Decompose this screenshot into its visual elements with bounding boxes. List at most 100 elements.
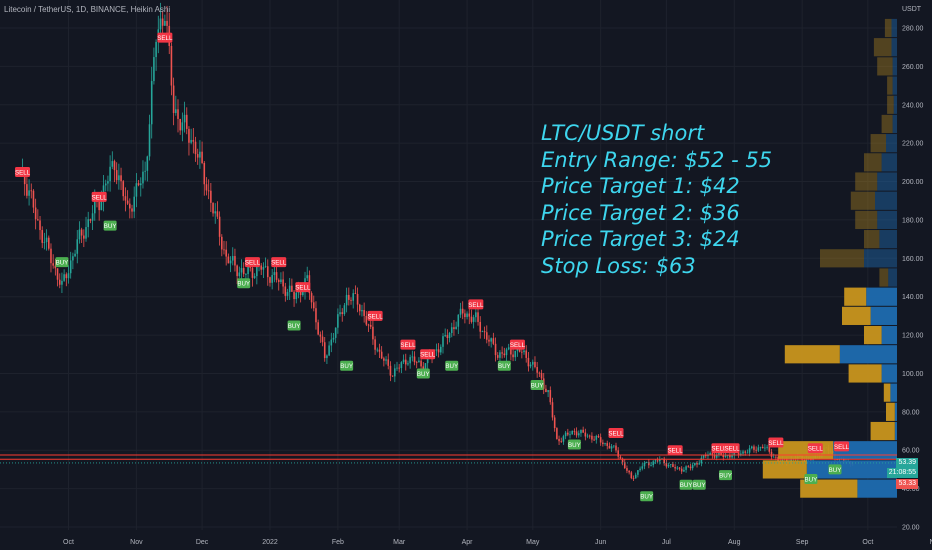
candle-body [302,291,304,296]
sell-signal-label [711,443,727,454]
candle-body [264,266,267,268]
candle-body [516,348,519,351]
candle-body [602,442,604,445]
candle-body [413,356,416,363]
candle-body [328,345,330,356]
candle-body [621,458,624,463]
price-lines [0,454,897,464]
volume-profile-bar [891,18,897,38]
candle-body [481,331,484,333]
volume-profile-bar [888,268,897,287]
candle-body [753,446,755,450]
candle-body [37,219,39,221]
candle-body [619,456,622,459]
signal-label-text: SELL [711,446,727,453]
signal-label-text: BUY [640,494,653,501]
volume-profile-bar [887,76,893,95]
sell-signal-label [807,443,823,454]
candle-body [521,351,523,353]
volume-profile-bar [894,402,897,421]
candle-body [757,447,760,451]
candle-body [183,114,186,123]
buy-signal-label [55,257,69,268]
volume-profile-bar [864,230,880,249]
candle-body [396,367,398,369]
x-tick-label: Dec [196,539,209,546]
signal-label-text: BUY [104,223,117,230]
candle-body [569,434,571,436]
candle-body [404,359,407,365]
candle-body [139,183,142,186]
candle-body [166,20,168,26]
candle-body [291,285,293,292]
candle-body [190,139,192,143]
candle-body [58,279,61,285]
axes: USDT 280.00 260.00 240.00 220.00 200.00 180.00… [63,6,932,546]
signal-label-text: SELL [15,169,31,176]
candle-body [45,237,48,243]
candle-body [47,237,50,249]
volume-profile-bar [864,249,897,268]
y-tick-label: 220.00 [902,141,924,148]
candle-body [262,266,265,270]
candle-body [613,445,615,447]
candle-body [407,363,409,365]
buy-signal-label [804,474,818,485]
candle-body [100,200,103,211]
candle-body [698,463,701,465]
candle-body [582,429,584,433]
signal-label-text: SELL [724,446,740,453]
candle-body [691,465,694,469]
candle-body [507,347,510,350]
candle-body [746,452,749,454]
candle-body [531,361,534,365]
volume-profile-bar [879,268,889,287]
volume-profile-bar [842,306,871,325]
candle-body [678,467,681,469]
candle-body [744,451,747,453]
candle-body [227,256,230,264]
candle-body [768,446,771,452]
signal-label-text: SELL [834,444,850,451]
axis-currency-label: USDT [902,6,922,13]
candle-body [337,314,339,328]
candle-body [115,170,118,181]
candle-body [221,236,223,250]
sell-signal-label [400,339,416,350]
candle-body [755,449,757,451]
last-price-tag: 53.39 [896,457,918,468]
candle-body [665,462,668,467]
candle-body [518,348,521,352]
candle-body [704,455,707,457]
y-tick-label: 160.00 [902,256,924,263]
y-tick-label: 140.00 [902,294,924,301]
candle-body [512,354,514,358]
candle-body [643,462,646,467]
line-price-tag: 53.33 [896,478,918,489]
candle-body [702,455,705,458]
candle-body [312,302,315,309]
candle-body [146,156,149,171]
candle-body [330,339,333,346]
candle-body [606,443,609,446]
x-tick-label: Oct [63,539,74,546]
candle-body [98,201,100,211]
candle-body [389,365,392,376]
volume-profile-bar [892,57,897,76]
volume-profile-bar [848,364,882,383]
buy-signal-label [445,360,459,371]
candle-body [718,452,720,455]
candle-body [93,200,96,214]
sell-signal-label [295,282,311,293]
candle-body [394,368,396,377]
candle-body [551,402,554,418]
candle-body [271,275,273,283]
candle-body [104,183,107,186]
candle-body [380,351,383,359]
candle-body [479,321,482,332]
signal-label-text: BUY [719,473,732,480]
candle-body [556,428,558,439]
volume-profile-bar [884,18,892,38]
